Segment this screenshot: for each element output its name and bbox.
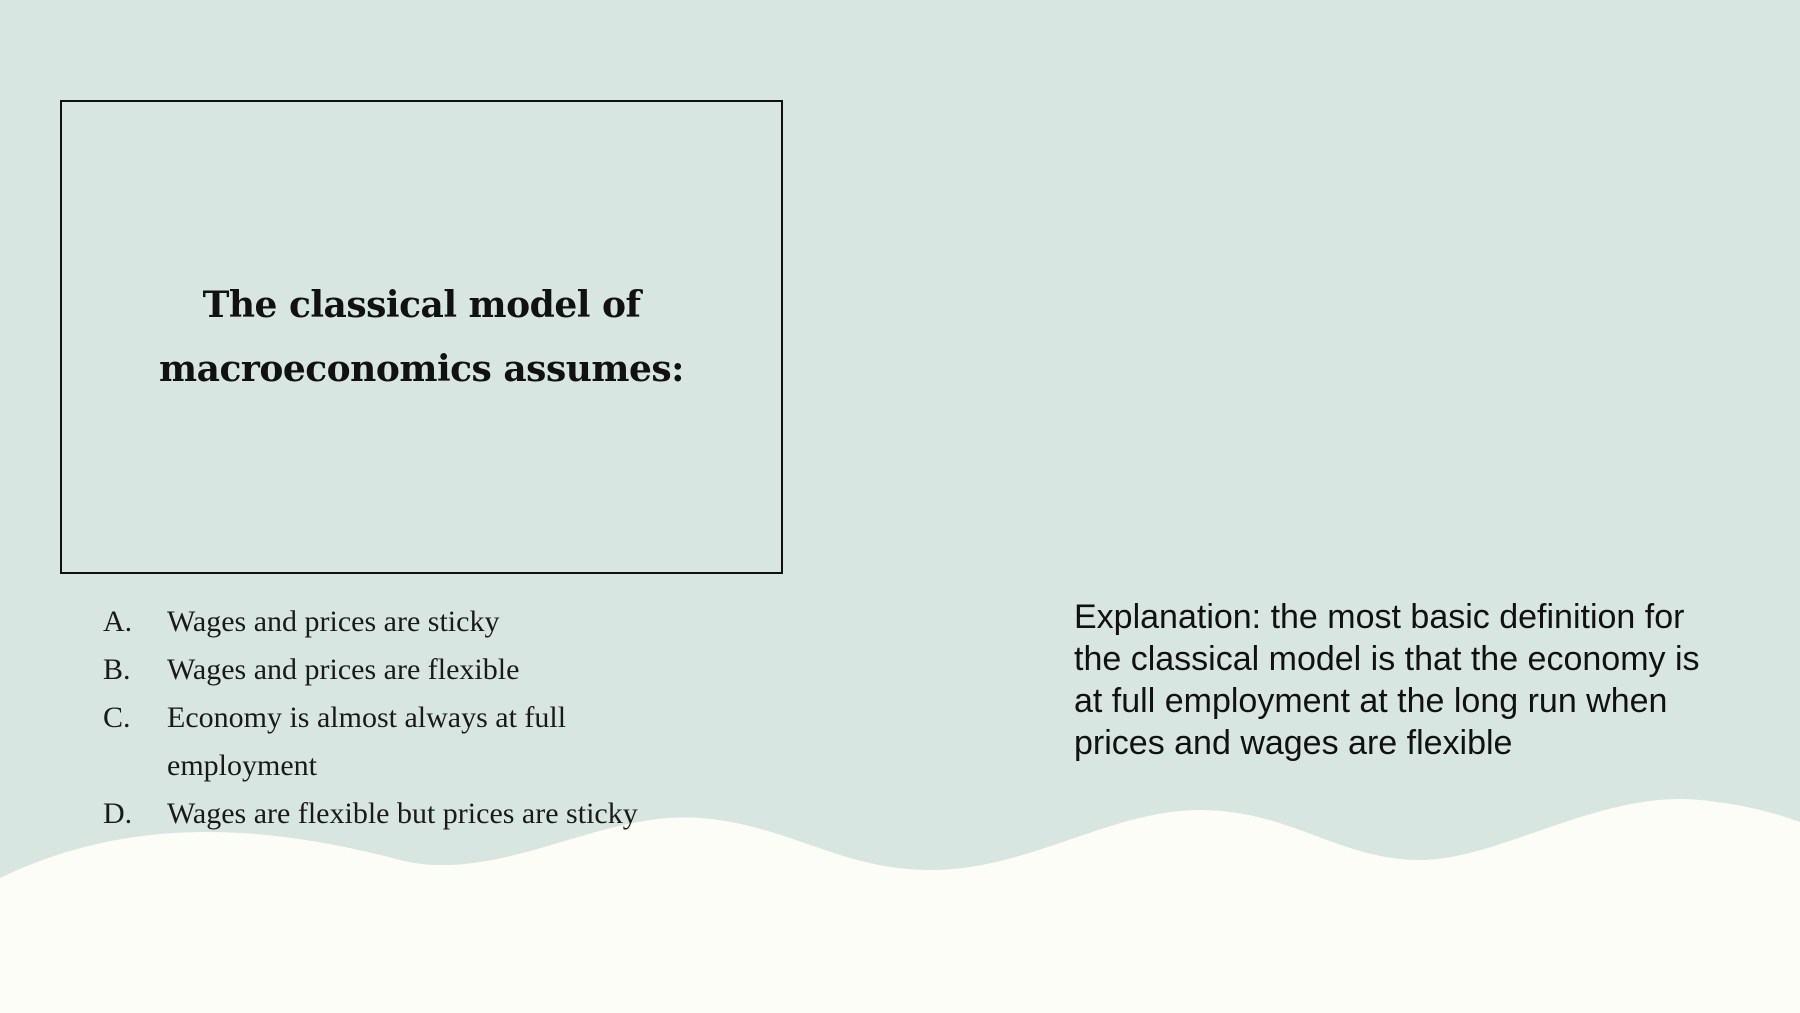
answer-option-c[interactable]: C. Economy is almost always at full empl… [103, 694, 763, 790]
answer-text: Wages are flexible but prices are sticky [167, 797, 638, 830]
question-card: The classical model of macroeconomics as… [60, 100, 783, 574]
answer-option-a[interactable]: A. Wages and prices are sticky [103, 598, 763, 646]
answer-list: A. Wages and prices are sticky B. Wages … [103, 598, 763, 838]
answer-letter: A. [103, 605, 133, 638]
answer-text: Economy is almost always at full employm… [167, 701, 567, 782]
answer-text: Wages and prices are sticky [167, 605, 500, 638]
answer-letter: C. [103, 701, 131, 734]
answer-option-d[interactable]: D. Wages are flexible but prices are sti… [103, 790, 763, 838]
answer-option-b[interactable]: B. Wages and prices are flexible [103, 646, 763, 694]
explanation-text: Explanation: the most basic definition f… [1074, 598, 1700, 762]
answer-letter: B. [103, 653, 131, 686]
answer-letter: D. [103, 797, 133, 830]
answer-text: Wages and prices are flexible [167, 653, 520, 686]
question-title: The classical model of macroeconomics as… [159, 284, 684, 390]
